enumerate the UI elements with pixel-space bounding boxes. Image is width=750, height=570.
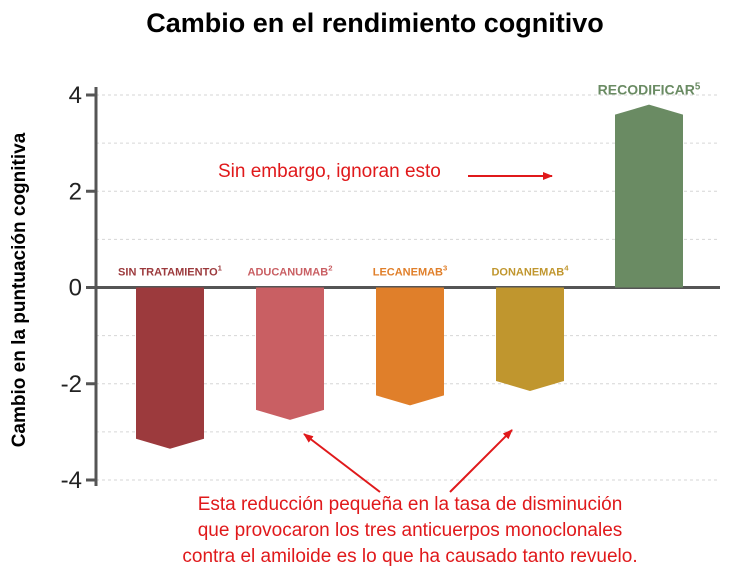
arrow-to-donanemab [449, 429, 513, 493]
top-annotation: Sin embargo, ignoran esto [218, 161, 441, 182]
bar [136, 287, 204, 449]
category-label-superscript: 3 [443, 264, 447, 273]
y-tick-label: -2 [61, 371, 82, 398]
category-label: RECODIFICAR5 [598, 82, 701, 98]
chart-title: Cambio en el rendimiento cognitivo [146, 8, 604, 38]
bottom-annotation-line: Esta reducción pequeña en la tasa de dis… [197, 494, 623, 515]
y-tick-label: -4 [61, 467, 82, 494]
category-label-superscript: 5 [695, 82, 701, 93]
category-label-text: DONANEMAB [491, 267, 564, 279]
category-label-text: LECANEMAB [373, 267, 443, 279]
category-label: ADUCANUMAB2 [248, 264, 333, 279]
category-label: LECANEMAB3 [373, 264, 448, 279]
y-tick-label: 2 [69, 178, 82, 205]
bottom-annotation-line: que provocaron los tres anticuerpos mono… [197, 520, 623, 541]
category-label-text: SIN TRATAMIENTO [118, 267, 218, 279]
bar [256, 287, 324, 420]
bar [376, 287, 444, 406]
category-label: DONANEMAB4 [491, 264, 569, 279]
y-tick-label: 4 [69, 82, 82, 109]
category-label: SIN TRATAMIENTO1 [118, 264, 223, 279]
bottom-annotation: Esta reducción pequeña en la tasa de dis… [90, 492, 730, 570]
category-label-text: ADUCANUMAB [248, 267, 329, 279]
category-label-superscript: 4 [564, 264, 569, 273]
bottom-annotation-line: contra el amiloide es lo que ha causado … [182, 546, 638, 567]
category-label-superscript: 2 [328, 264, 332, 273]
category-label-superscript: 1 [218, 264, 223, 273]
y-tick-label: 0 [69, 275, 82, 302]
bar [615, 104, 683, 288]
category-label-text: RECODIFICAR [598, 82, 695, 98]
bar [496, 287, 564, 391]
arrow-to-aducanumab [303, 433, 381, 493]
